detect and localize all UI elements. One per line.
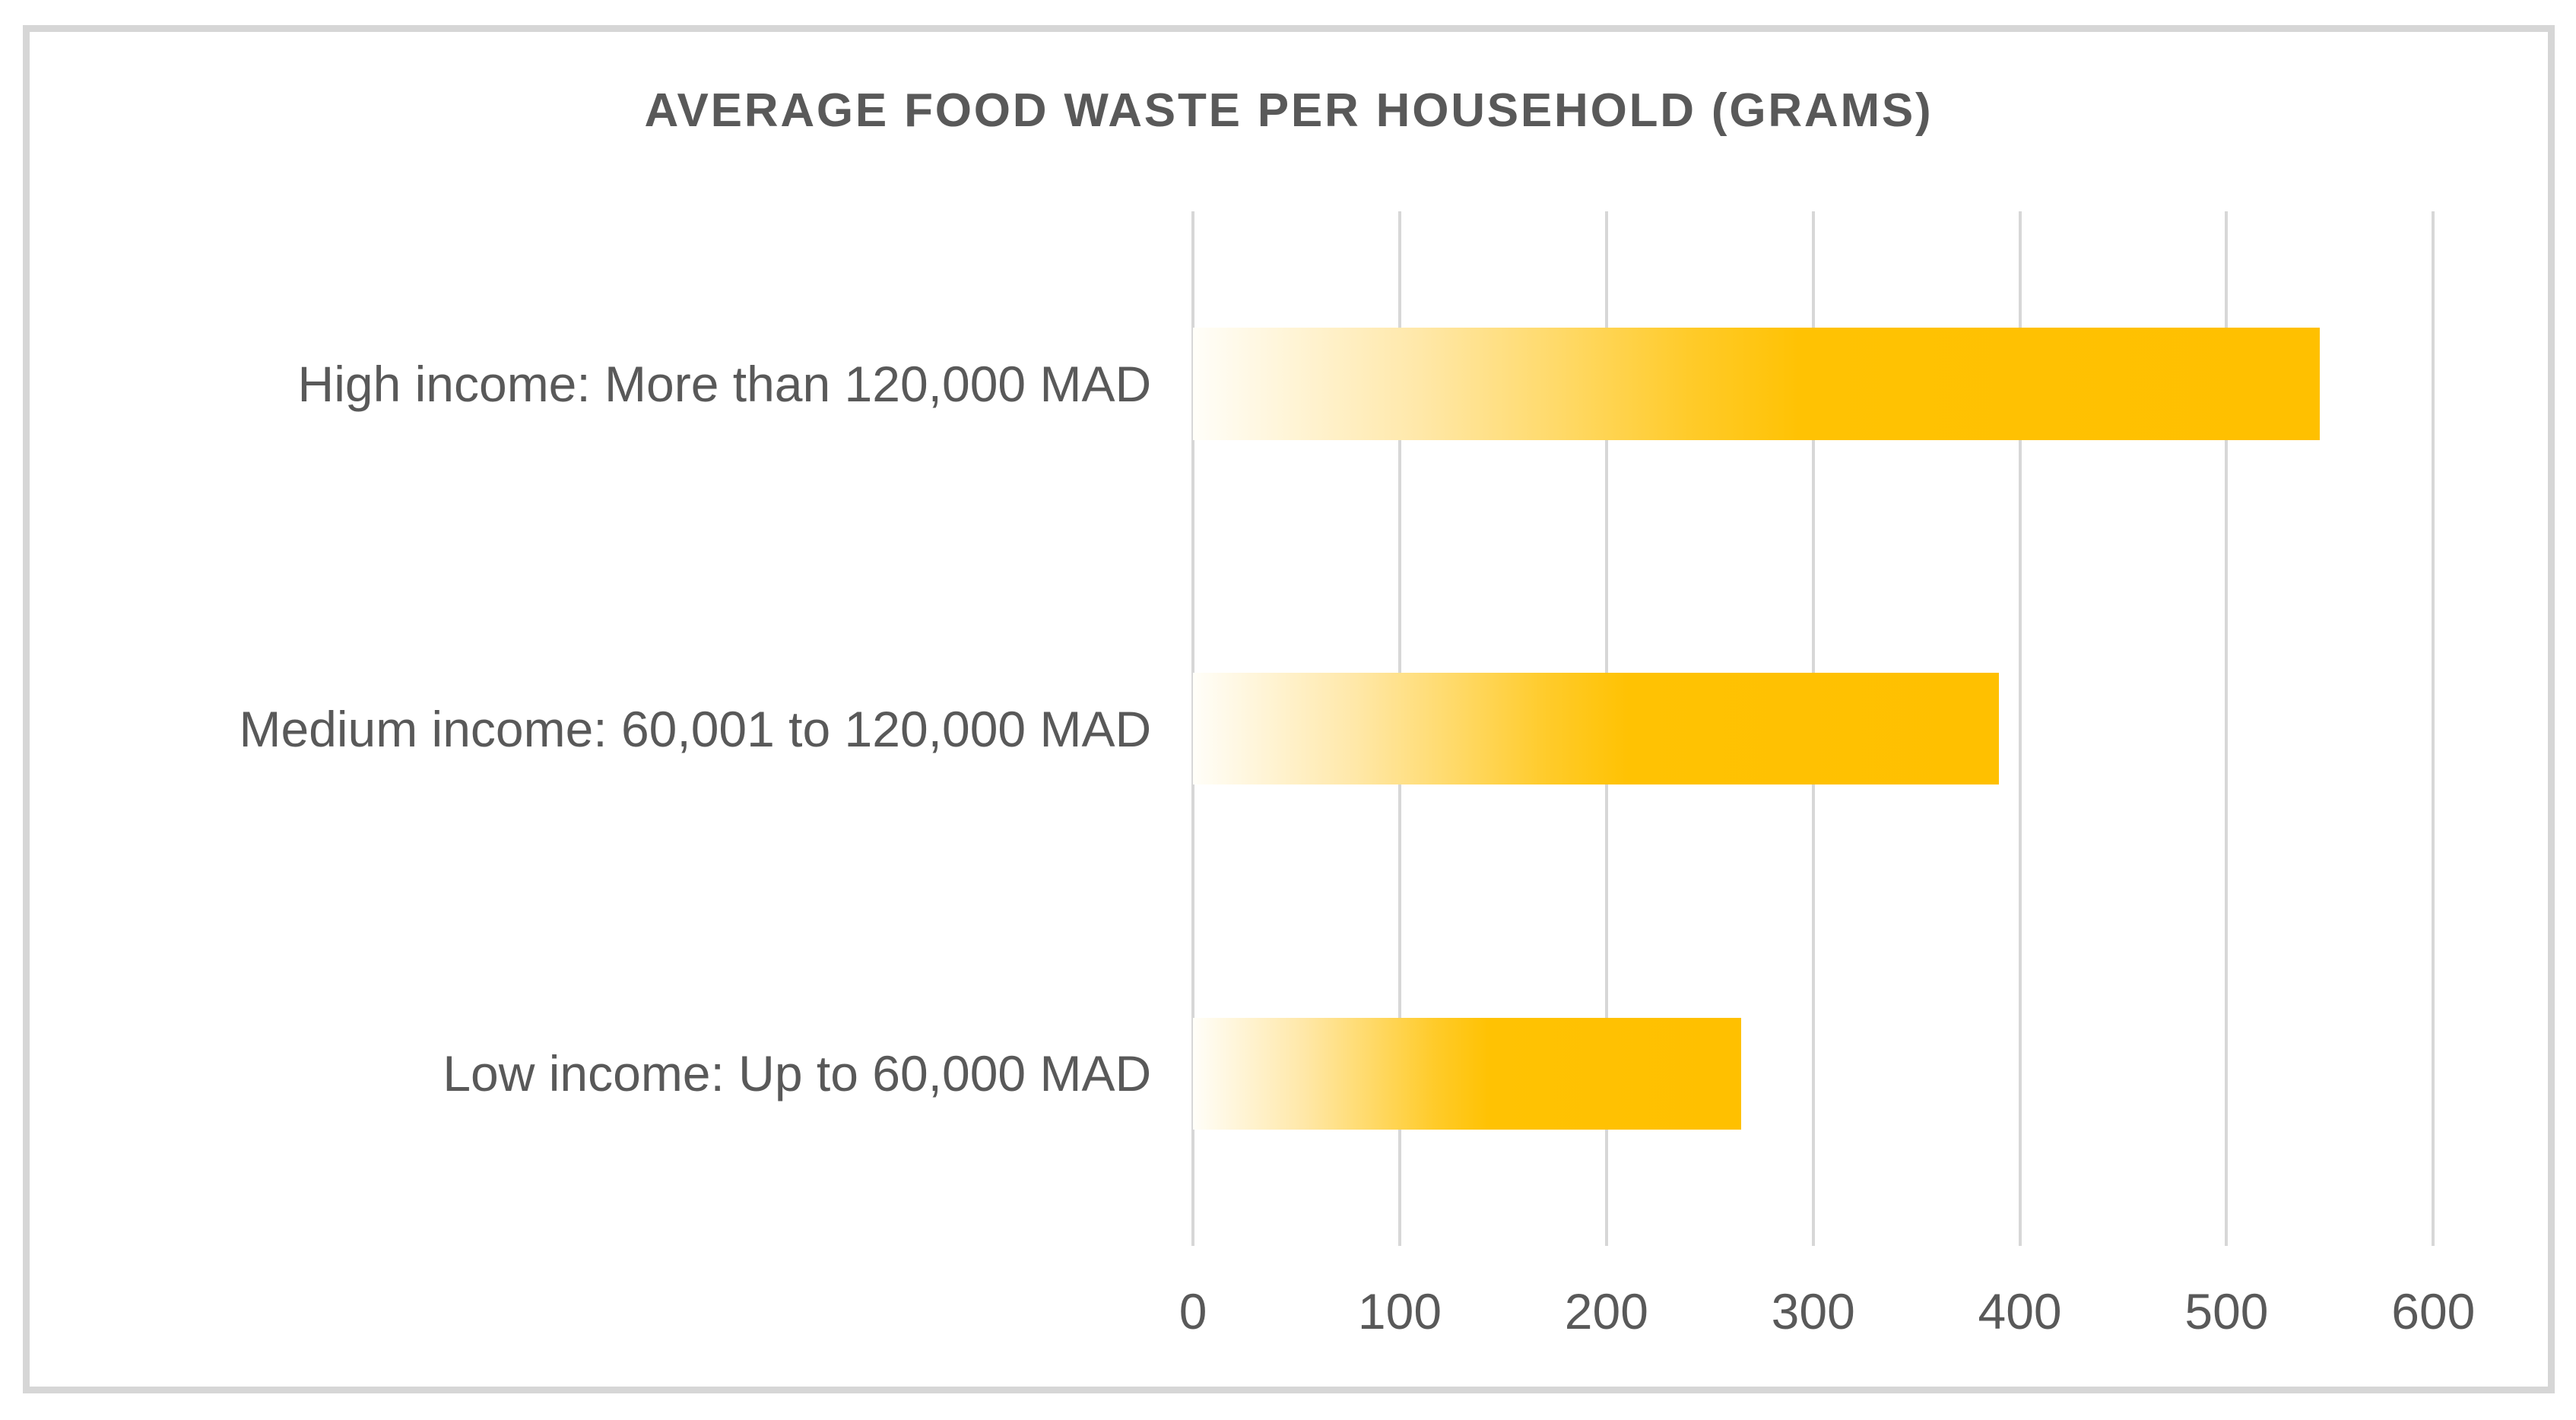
category-label-low-income: Low income: Up to 60,000 MAD (443, 1045, 1152, 1102)
value-axis-tick-label: 200 (1564, 1283, 1648, 1340)
category-label-high-income: High income: More than 120,000 MAD (297, 355, 1152, 412)
value-axis: 0 100 200 300 400 500 600 (1179, 1246, 2476, 1360)
chart-title: AVERAGE FOOD WASTE PER HOUSEHOLD (GRAMS) (644, 84, 1934, 137)
plot-area (1191, 211, 2435, 1247)
bar-high-income (1193, 328, 2320, 440)
gridline (2432, 211, 2435, 1247)
category-axis: High income: More than 120,000 MAD Mediu… (30, 211, 1151, 1246)
value-axis-tick-label: 400 (1978, 1283, 2062, 1340)
bar-row (1193, 556, 2433, 902)
value-axis-tick-label: 500 (2184, 1283, 2269, 1340)
value-axis-tick-label: 100 (1357, 1283, 1442, 1340)
value-axis-tick-label: 0 (1179, 1283, 1207, 1340)
bar-rows (1193, 211, 2433, 1246)
value-axis-tick-label: 600 (2391, 1283, 2476, 1340)
bar-row (1193, 902, 2433, 1247)
bar-row (1193, 211, 2433, 556)
gridline (2018, 211, 2022, 1247)
gridline (2225, 211, 2229, 1247)
chart-container: AVERAGE FOOD WASTE PER HOUSEHOLD (GRAMS)… (23, 25, 2555, 1393)
value-axis-tick-label: 300 (1771, 1283, 1855, 1340)
bar-low-income (1193, 1017, 1741, 1130)
bar-medium-income (1193, 672, 2000, 785)
category-label-medium-income: Medium income: 60,001 to 120,000 MAD (239, 700, 1152, 757)
